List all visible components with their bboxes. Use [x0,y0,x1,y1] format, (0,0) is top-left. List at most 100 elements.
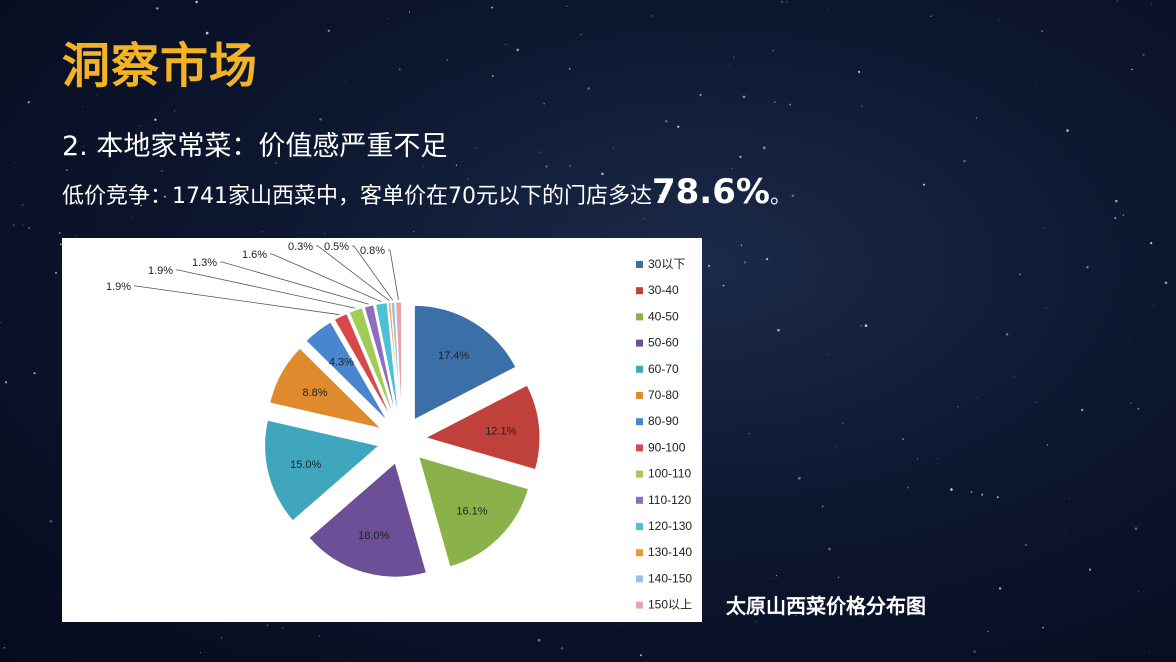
star [906,486,909,489]
leader-line-90-100 [134,285,340,316]
data-label-40-50: 16.1% [456,505,487,517]
star [740,244,743,246]
star [743,261,747,264]
star [28,226,31,229]
star [475,147,477,149]
star [798,476,801,480]
legend-swatch-30以下 [636,261,643,268]
star [205,31,209,35]
star [975,117,978,119]
star [195,0,198,4]
star [313,632,315,634]
star [902,438,904,440]
star [12,224,15,227]
star [659,194,662,197]
legend-swatch-150以上 [636,601,643,609]
data-label-50-60: 18.0% [358,530,389,542]
legend-swatch-30-40 [636,287,643,295]
star [160,169,163,173]
star [699,93,702,96]
star [347,135,348,137]
description-text: 低价竞争：1741家山西菜中，客单价在70元以下的门店多达 [62,184,652,209]
star [739,155,742,159]
star [1153,305,1155,307]
pie-slice-60-70 [264,419,380,522]
star [560,646,564,650]
legend-label-110-120: 110-120 [648,493,691,507]
pie-slice-150以上 [395,301,402,417]
star [1065,529,1067,531]
star [446,59,448,61]
legend-label-140-150: 140-150 [648,571,692,585]
pie-chart: 17.4% 12.1% 16.1% 18.0% 15.0% 8.8% 4.3% 1.9% 1.9… [106,241,692,612]
star [398,68,401,71]
star [309,155,312,158]
star [1041,30,1044,33]
star [773,100,776,104]
star [973,650,976,653]
data-label-30以下: 17.4% [438,350,469,362]
star [777,328,780,332]
star [998,20,1000,21]
data-label-150以上: 0.8% [360,245,385,257]
star [717,254,718,255]
star [1025,544,1027,546]
star [174,110,176,112]
data-label-60-70: 15.0% [290,459,321,471]
star [327,29,330,32]
legend-swatch-80-90 [636,418,643,426]
star [728,65,729,67]
star [516,48,520,52]
star [1134,527,1138,531]
chart-panel: 17.4% 12.1% 16.1% 18.0% 15.0% 8.8% 4.3% 1.9% 1.9… [62,238,702,622]
legend-label-120-130: 120-130 [648,519,692,533]
star [1116,500,1118,502]
star [566,5,568,7]
star [795,614,797,616]
star [923,183,926,186]
star [1128,340,1129,341]
star [857,70,861,74]
star [1150,242,1153,245]
star [423,165,425,167]
star [82,106,84,108]
description-line: 低价竞争：1741家山西菜中，客单价在70元以下的门店多达78.6%。 [62,172,792,212]
star [1143,188,1144,190]
star [1086,265,1089,269]
star [138,125,141,127]
star [1046,444,1049,446]
star [1130,402,1132,404]
star [0,321,1,324]
star [74,234,76,236]
star [612,147,614,149]
pie-slice-120-130 [375,302,399,417]
pie-slice-70-80 [269,347,383,430]
legend-label-30-40: 30-40 [648,283,679,297]
star [996,496,999,499]
star [537,638,541,642]
star [791,194,794,197]
star [15,161,17,163]
star [640,654,642,657]
pie-slice-30-40 [424,384,541,470]
star [1013,376,1015,378]
star [163,195,166,198]
star [59,232,61,234]
legend-swatch-130-140 [636,549,643,557]
star [998,587,1002,590]
star [950,488,953,491]
star [345,660,347,662]
star [970,491,973,493]
data-label-110-120: 1.3% [192,257,217,269]
star [916,458,918,460]
star [772,578,774,580]
star [1131,68,1133,71]
star [987,630,989,633]
star [156,7,159,10]
star [1122,214,1125,216]
star [1081,408,1084,412]
leader-line-150以上 [388,249,399,301]
star [677,125,680,128]
star [1115,199,1118,203]
star [505,44,507,45]
